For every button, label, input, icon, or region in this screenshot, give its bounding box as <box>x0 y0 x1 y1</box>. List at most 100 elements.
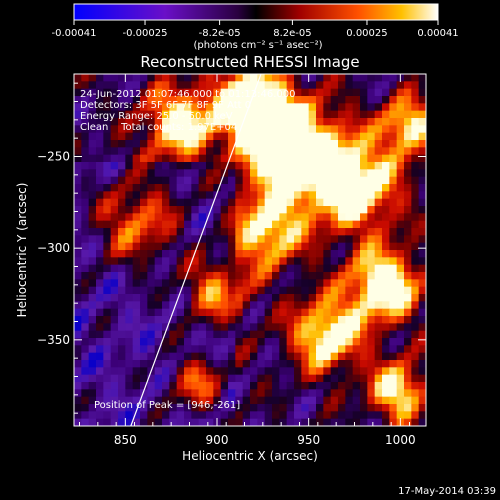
heatmap-cell <box>323 367 332 376</box>
heatmap-cell <box>81 162 90 170</box>
heatmap-cell <box>323 418 332 426</box>
heatmap-cell <box>103 220 112 229</box>
heatmap-cell <box>176 154 185 163</box>
heatmap-cell <box>228 162 236 170</box>
heatmap-cell <box>191 308 200 317</box>
heatmap-cell <box>198 110 207 119</box>
heatmap-cell <box>367 382 376 390</box>
heatmap-cell <box>184 184 192 192</box>
heatmap-cell <box>308 301 317 310</box>
heatmap-cell <box>250 110 258 119</box>
heatmap-cell <box>176 257 185 266</box>
heatmap-cell <box>389 154 398 163</box>
heatmap-cell <box>250 418 258 426</box>
heatmap-cell <box>103 140 112 148</box>
heatmap-cell <box>264 176 273 185</box>
heatmap-cell <box>81 198 90 207</box>
heatmap-cell <box>132 250 141 258</box>
heatmap-cell <box>96 316 104 324</box>
colorbar-tick-label: -0.00041 <box>52 28 97 39</box>
heatmap-cell <box>272 360 280 368</box>
heatmap-cell <box>330 338 339 346</box>
heatmap-cell <box>110 176 119 185</box>
heatmap-cell <box>360 235 368 244</box>
heatmap-cell <box>308 338 317 346</box>
heatmap-cell <box>242 140 251 148</box>
heatmap-cell <box>257 360 266 368</box>
heatmap-cell <box>396 272 405 280</box>
heatmap-cell <box>418 345 426 354</box>
heatmap-cell <box>103 169 112 178</box>
heatmap-cell <box>176 81 185 90</box>
heatmap-cell <box>301 228 310 236</box>
heatmap-cell <box>147 250 156 258</box>
heatmap-cell <box>272 374 280 383</box>
heatmap-cell <box>360 125 368 134</box>
heatmap-cell <box>184 382 192 390</box>
heatmap-cell <box>81 374 90 383</box>
heatmap-cell <box>103 316 112 324</box>
heatmap-cell <box>404 176 412 185</box>
heatmap-cell <box>220 213 229 222</box>
heatmap-cell <box>264 286 273 295</box>
heatmap-cell <box>206 118 214 126</box>
heatmap-cell <box>294 132 302 141</box>
heatmap-cell <box>110 272 119 280</box>
heatmap-cell <box>374 242 383 251</box>
heatmap-cell <box>279 125 288 134</box>
heatmap-cell <box>345 250 354 258</box>
heatmap-cell <box>162 242 170 251</box>
heatmap-cell <box>257 352 266 361</box>
heatmap-cell <box>367 338 376 346</box>
heatmap-cell <box>110 74 119 82</box>
heatmap-cell <box>103 374 112 383</box>
heatmap-cell <box>272 147 280 156</box>
heatmap-cell <box>374 279 383 288</box>
heatmap-cell <box>74 301 82 310</box>
heatmap-cell <box>125 411 134 420</box>
heatmap-cell <box>242 389 251 398</box>
heatmap-cell <box>374 118 383 126</box>
heatmap-cell <box>279 367 288 376</box>
heatmap-cell <box>132 330 141 339</box>
heatmap-cell <box>360 213 368 222</box>
heatmap-cell <box>301 147 310 156</box>
heatmap-cell <box>294 250 302 258</box>
heatmap-cell <box>367 389 376 398</box>
heatmap-cell <box>338 103 346 112</box>
heatmap-cell <box>169 125 178 134</box>
heatmap-cell <box>154 213 163 222</box>
heatmap-cell <box>308 88 317 97</box>
heatmap-cell <box>191 191 200 200</box>
heatmap-cell <box>162 338 170 346</box>
heatmap-cell <box>418 74 426 82</box>
heatmap-cell <box>279 360 288 368</box>
heatmap-cell <box>206 103 214 112</box>
heatmap-cell <box>411 330 420 339</box>
heatmap-cell <box>286 169 295 178</box>
heatmap-cell <box>176 125 185 134</box>
heatmap-cell <box>154 118 163 126</box>
heatmap-cell <box>382 316 390 324</box>
heatmap-cell <box>294 169 302 178</box>
heatmap-cell <box>279 338 288 346</box>
x-tick-label: 850 <box>114 433 137 447</box>
heatmap-cell <box>338 360 346 368</box>
heatmap-cell <box>382 411 390 420</box>
heatmap-cell <box>235 169 244 178</box>
heatmap-cell <box>81 213 90 222</box>
heatmap-cell <box>242 96 251 104</box>
heatmap-cell <box>81 96 90 104</box>
heatmap-cell <box>81 110 90 119</box>
heatmap-cell <box>411 389 420 398</box>
heatmap-cell <box>301 411 310 420</box>
heatmap-cell <box>264 367 273 376</box>
heatmap-cell <box>132 360 141 368</box>
heatmap-cell <box>74 169 82 178</box>
heatmap-cell <box>118 308 126 317</box>
heatmap-cell <box>118 264 126 273</box>
heatmap-cell <box>242 154 251 163</box>
heatmap-cell <box>257 118 266 126</box>
heatmap-cell <box>206 96 214 104</box>
heatmap-cell <box>418 264 426 273</box>
